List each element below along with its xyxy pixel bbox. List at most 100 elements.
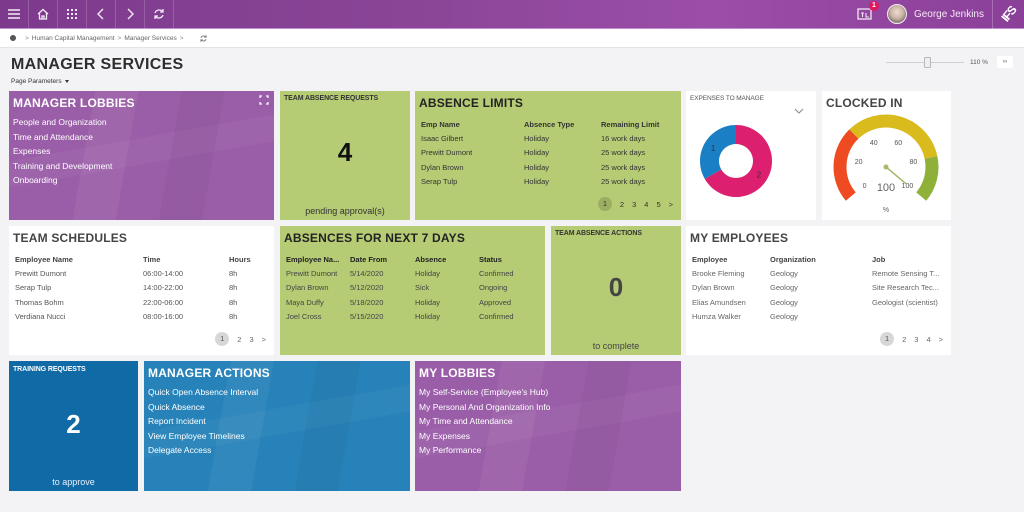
column-header[interactable]: Employee Na...: [286, 254, 340, 264]
table-cell: Elias Amundsen: [692, 297, 746, 307]
link-onboarding[interactable]: Onboarding: [13, 175, 58, 185]
donut-slice[interactable]: [704, 125, 772, 197]
table-row[interactable]: Dylan Brown Geology Site Research Tec...: [692, 281, 939, 296]
chevron-down-icon[interactable]: [794, 108, 804, 114]
team-absence-actions-tile[interactable]: TEAM ABSENCE ACTIONS 0 to complete: [551, 226, 681, 355]
column-header[interactable]: Remaining Limit: [601, 119, 660, 129]
column-header[interactable]: Employee Name: [15, 254, 73, 264]
absences-next-7-days-tile[interactable]: ABSENCES FOR NEXT 7 DAYS Employee Na... …: [280, 226, 545, 355]
team-schedules-table: Employee Name Time Hours Prewitt Dumont 0…: [15, 252, 251, 324]
next-page-button[interactable]: >: [261, 334, 266, 344]
column-header[interactable]: Hours: [229, 254, 251, 264]
link-quick-absence[interactable]: Quick Absence: [148, 401, 205, 412]
link-training-and-development[interactable]: Training and Development: [13, 160, 113, 171]
table-row[interactable]: Serap Tulp 14:00-22:00 8h: [15, 281, 251, 296]
table-row[interactable]: Joel Cross 5/15/2020 Holiday Confirmed: [286, 310, 514, 325]
table-row[interactable]: Elias Amundsen Geology Geologist (scientis…: [692, 295, 939, 310]
link-delegate-access[interactable]: Delegate Access: [148, 445, 212, 455]
column-header[interactable]: Time: [143, 254, 161, 264]
table-row[interactable]: Dylan Brown Holiday 25 work days: [421, 160, 659, 175]
table-row[interactable]: Prewitt Dumont Holiday 25 work days: [421, 146, 659, 161]
breadcrumb-item-hcm[interactable]: Human Capital Management: [31, 34, 115, 42]
page-button[interactable]: 2: [619, 199, 625, 209]
table-cell: Approved: [479, 297, 512, 307]
manager-actions-tile[interactable]: MANAGER ACTIONS Quick Open Absence Inter…: [144, 361, 410, 491]
zoom-slider-thumb[interactable]: [924, 56, 931, 68]
my-employees-tile[interactable]: MY EMPLOYEES Employee Organization Job B…: [686, 226, 951, 355]
page-button[interactable]: 4: [644, 199, 649, 209]
page-button[interactable]: 1: [880, 332, 895, 346]
home-button[interactable]: [29, 0, 58, 29]
page-parameters-dropdown[interactable]: Page Parameters: [11, 78, 69, 85]
menu-button[interactable]: [0, 0, 29, 29]
notifications-button[interactable]: 1: [857, 1, 879, 21]
forward-button[interactable]: [116, 0, 145, 29]
link-people-and-organization[interactable]: People and Organization: [13, 117, 107, 127]
page-button[interactable]: 1: [597, 197, 612, 211]
table-row[interactable]: Prewitt Dumont 06:00-14:00 8h: [15, 266, 251, 281]
column-header[interactable]: Absence: [415, 254, 447, 264]
team-absence-requests-tile[interactable]: TEAM ABSENCE REQUESTS 4 pending approval…: [280, 91, 410, 220]
table-row[interactable]: Prewitt Dumont 5/14/2020 Holiday Confirmed: [286, 266, 514, 281]
page-button[interactable]: 4: [926, 334, 931, 344]
refresh-icon[interactable]: [199, 34, 208, 43]
table-row[interactable]: Humza Walker Geology: [692, 310, 939, 325]
table-cell: Holiday: [524, 162, 550, 172]
page-button[interactable]: 3: [632, 199, 637, 209]
table-row[interactable]: Maya Duffy 5/18/2020 Holiday Approved: [286, 295, 514, 310]
clocked-in-tile[interactable]: CLOCKED IN 0 20 40 60 80 100 100%: [822, 91, 951, 220]
tile-title: TEAM ABSENCE REQUESTS: [284, 95, 379, 102]
breadcrumb-home-icon[interactable]: [10, 35, 16, 41]
table-row[interactable]: Verdiana Nucci 08:00-16:00 8h: [15, 310, 251, 325]
link-my-personal-and-organization-info[interactable]: My Personal And Organization Info: [419, 401, 551, 412]
next-page-button[interactable]: >: [938, 334, 943, 344]
absence-limits-tile[interactable]: ABSENCE LIMITS Emp Name Absence Type Rem…: [415, 91, 681, 220]
manager-lobbies-tile[interactable]: MANAGER LOBBIES People and Organization …: [9, 91, 274, 220]
page-button[interactable]: 3: [249, 334, 254, 344]
tile-title: CLOCKED IN: [826, 96, 903, 110]
team-schedules-tile[interactable]: TEAM SCHEDULES Employee Name Time Hours …: [9, 226, 274, 355]
breadcrumb-item-manager-services[interactable]: Manager Services: [124, 34, 177, 42]
link-my-self-service[interactable]: My Self-Service (Employee's Hub): [419, 387, 549, 397]
link-report-incident[interactable]: Report Incident: [148, 416, 206, 426]
link-time-and-attendance[interactable]: Time and Attendance: [13, 131, 94, 142]
table-row[interactable]: Serap Tulp Holiday 25 work days: [421, 175, 659, 190]
expand-icon[interactable]: [259, 95, 269, 105]
table-row[interactable]: Isaac Gilbert Holiday 16 work days: [421, 131, 659, 146]
page-button[interactable]: 5: [656, 199, 661, 209]
table-row[interactable]: Brooke Fleming Geology Remote Sensing T...: [692, 266, 939, 281]
link-quick-open-absence-interval[interactable]: Quick Open Absence Interval: [148, 387, 259, 397]
page-button[interactable]: 3: [914, 334, 919, 344]
back-button[interactable]: [87, 0, 116, 29]
page-button[interactable]: 2: [902, 334, 907, 344]
my-lobbies-tile[interactable]: MY LOBBIES My Self-Service (Employee's H…: [415, 361, 681, 491]
link-my-time-and-attendance[interactable]: My Time and Attendance: [419, 416, 513, 426]
donut-slice[interactable]: [700, 125, 736, 179]
link-my-performance[interactable]: My Performance: [419, 445, 482, 455]
link-my-expenses[interactable]: My Expenses: [419, 430, 471, 441]
column-header[interactable]: Status: [479, 254, 502, 264]
back-icon: [97, 8, 104, 20]
column-header[interactable]: Job: [872, 254, 886, 264]
table-row[interactable]: Thomas Bohm 22:00-06:00 8h: [15, 295, 251, 310]
user-name[interactable]: George Jenkins: [913, 8, 984, 20]
column-header[interactable]: Emp Name: [421, 119, 460, 129]
zoom-slider[interactable]: [886, 56, 964, 68]
column-header[interactable]: Organization: [770, 254, 816, 264]
link-view-employee-timelines[interactable]: View Employee Timelines: [148, 430, 245, 441]
avatar[interactable]: [886, 4, 907, 24]
refresh-button[interactable]: [145, 0, 174, 29]
zoom-reset-button[interactable]: ∞: [996, 56, 1013, 68]
column-header[interactable]: Employee: [692, 254, 728, 264]
training-requests-tile[interactable]: TRAINING REQUESTS 2 to approve: [9, 361, 138, 491]
next-page-button[interactable]: >: [668, 199, 673, 209]
column-header[interactable]: Date From: [350, 254, 388, 264]
table-row[interactable]: Dylan Brown 5/12/2020 Sick Ongoing: [286, 281, 514, 296]
link-expenses[interactable]: Expenses: [13, 146, 51, 156]
apps-button[interactable]: [58, 0, 87, 29]
page-button[interactable]: 2: [237, 334, 242, 344]
page-button[interactable]: 1: [215, 332, 230, 346]
menu-icon: [8, 9, 20, 19]
column-header[interactable]: Absence Type: [524, 119, 575, 129]
